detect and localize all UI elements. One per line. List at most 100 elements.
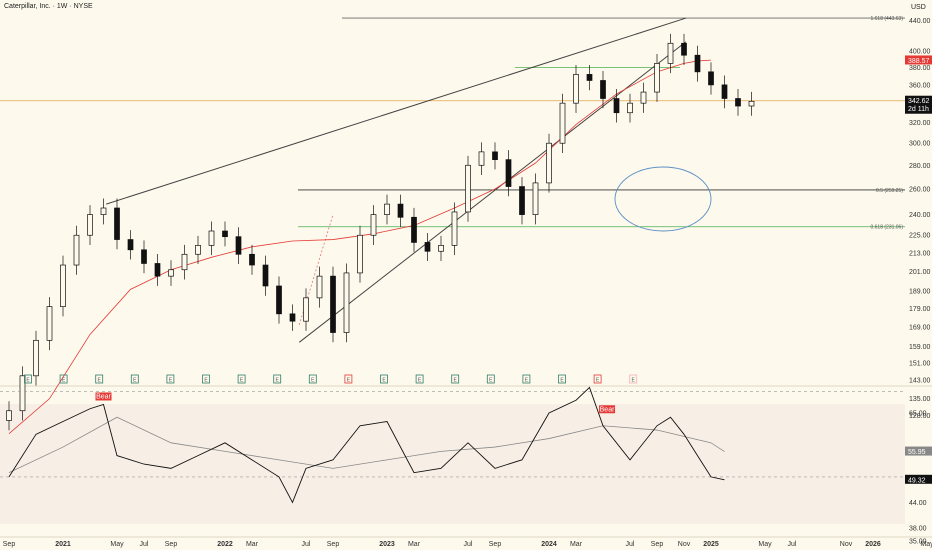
y-tick-label: 201.00	[909, 269, 931, 276]
earnings-marker	[593, 374, 602, 384]
x-tick-label: Nov	[840, 541, 853, 548]
x-tick-label: Mar	[570, 541, 583, 548]
price-candle	[384, 203, 390, 215]
earnings-marker-label: E	[632, 378, 636, 384]
price-candle	[127, 239, 134, 251]
earnings-marker	[486, 374, 495, 384]
price-candle	[559, 102, 566, 144]
earnings-marker-label: E	[596, 378, 600, 384]
earnings-marker	[59, 374, 68, 384]
x-tick-label: Jul	[140, 541, 149, 548]
y-tick-label: 225.00	[909, 233, 931, 240]
earnings-marker	[202, 374, 210, 384]
price-candle	[694, 54, 701, 73]
x-tick-label: May	[758, 541, 772, 548]
earnings-marker	[629, 374, 638, 384]
y-tick-label: 213.00	[909, 250, 931, 257]
price-candle	[681, 42, 687, 56]
rsi-tick-label: 65.00	[909, 411, 927, 418]
price-candle	[46, 306, 53, 341]
currency-label[interactable]: USD	[911, 4, 926, 11]
x-tick-label: May	[920, 541, 932, 548]
x-tick-label: Sep	[165, 541, 178, 548]
earnings-marker	[415, 374, 424, 384]
price-candle	[208, 230, 215, 246]
earnings-marker	[344, 374, 353, 384]
price-candle	[154, 263, 161, 277]
price-candle	[546, 142, 552, 184]
y-tick-label: 400.00	[909, 49, 931, 56]
price-candle	[492, 151, 498, 160]
x-tick-label: Jul	[464, 541, 473, 548]
price-candle	[397, 203, 404, 218]
price-candle	[168, 269, 174, 277]
earnings-marker-label: E	[311, 378, 315, 384]
rsi-line	[8, 386, 725, 504]
price-candle	[532, 182, 539, 215]
earnings-marker	[558, 374, 566, 384]
x-tick-label: Jul	[626, 541, 635, 548]
price-candle	[573, 74, 579, 104]
x-tick-label: 2024	[541, 541, 557, 548]
x-tick-label: May	[110, 541, 124, 548]
earnings-marker	[130, 374, 139, 384]
price-candle	[222, 230, 228, 238]
earnings-marker-label: E	[525, 378, 529, 384]
price-candle	[735, 98, 741, 107]
price-candle	[708, 71, 714, 86]
earnings-marker-label: E	[169, 378, 173, 384]
chart-title: Caterpillar, Inc. · 1W · NYSE	[4, 3, 93, 10]
price-candle	[343, 272, 350, 333]
earnings-marker	[308, 374, 317, 384]
rsi-value-tag	[905, 474, 932, 484]
x-tick-label: Mar	[408, 541, 421, 548]
price-candle	[370, 214, 377, 236]
earnings-marker	[237, 374, 246, 384]
ma-value-tag	[905, 55, 932, 65]
earnings-marker-label: E	[382, 378, 386, 384]
ma-value-label: 388.57	[908, 58, 930, 65]
earnings-marker	[380, 374, 388, 384]
price-candle	[262, 264, 269, 287]
price-candle	[424, 242, 431, 252]
price-candle	[100, 207, 107, 215]
price-candle	[33, 339, 39, 377]
y-tick-label: 380.00	[909, 65, 931, 72]
x-tick-label: Sep	[3, 541, 16, 548]
x-tick-label: 2026	[865, 541, 881, 548]
price-candle	[181, 253, 188, 271]
earnings-marker-label: E	[276, 378, 280, 384]
earnings-marker-label: E	[347, 378, 351, 384]
bear-label-box	[95, 392, 112, 401]
earnings-marker	[95, 374, 104, 384]
bear-label: Bear	[600, 406, 615, 413]
upper-trendline	[106, 17, 687, 205]
price-candle	[303, 297, 309, 322]
earnings-marker-label: E	[133, 378, 137, 384]
earnings-marker	[166, 374, 175, 384]
y-tick-label: 240.00	[909, 212, 931, 219]
rsi-tick-label: 35.00	[909, 538, 927, 545]
price-candle	[73, 234, 80, 266]
y-tick-label: 320.00	[909, 120, 931, 127]
earnings-marker	[451, 374, 460, 384]
circle-annotation	[614, 166, 712, 232]
x-tick-label: Sep	[327, 541, 340, 548]
y-tick-label: 151.00	[909, 360, 931, 367]
x-tick-label: 2023	[379, 541, 395, 548]
level-label: 0.5 (259.25)	[876, 188, 903, 194]
x-tick-label: Sep	[651, 541, 664, 548]
price-candle	[141, 249, 147, 264]
price-candle	[357, 234, 363, 274]
price-candle	[60, 264, 66, 307]
level-label: 1.618 (443.63)	[870, 16, 903, 22]
last-price-label: 342.62	[908, 98, 930, 105]
price-candle	[438, 245, 444, 252]
rsi-signal-line	[8, 416, 725, 474]
price-candle	[505, 159, 512, 187]
y-tick-label: 128.00	[909, 413, 931, 420]
x-tick-label: Sep	[489, 541, 502, 548]
y-tick-label: 169.00	[909, 324, 931, 331]
